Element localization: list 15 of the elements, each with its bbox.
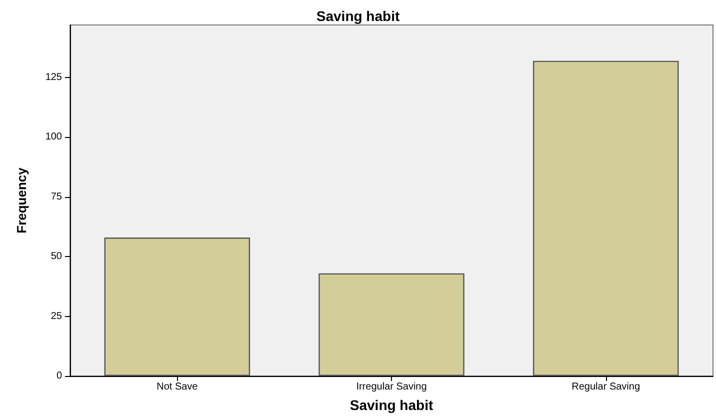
bar [318,273,464,376]
x-tick-label: Irregular Saving [356,382,427,392]
y-tick-label: 75 [50,191,62,202]
x-axis-title: Saving habit [350,397,434,413]
bar [532,60,679,376]
y-tick-label: 125 [45,72,62,84]
y-tick-label: 0 [56,370,62,382]
y-axis-title: Frequency [14,166,29,234]
x-tick-label: Regular Saving [572,382,640,392]
y-tick-label: 100 [45,132,62,143]
x-tick-label: Not Save [156,382,198,392]
y-tick-label: 25 [50,310,62,322]
bar [104,238,250,376]
chart-title: Saving habit [316,8,400,24]
y-tick-label: 50 [50,251,62,262]
